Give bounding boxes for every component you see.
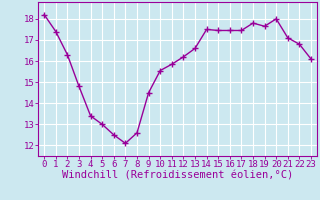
X-axis label: Windchill (Refroidissement éolien,°C): Windchill (Refroidissement éolien,°C): [62, 171, 293, 181]
